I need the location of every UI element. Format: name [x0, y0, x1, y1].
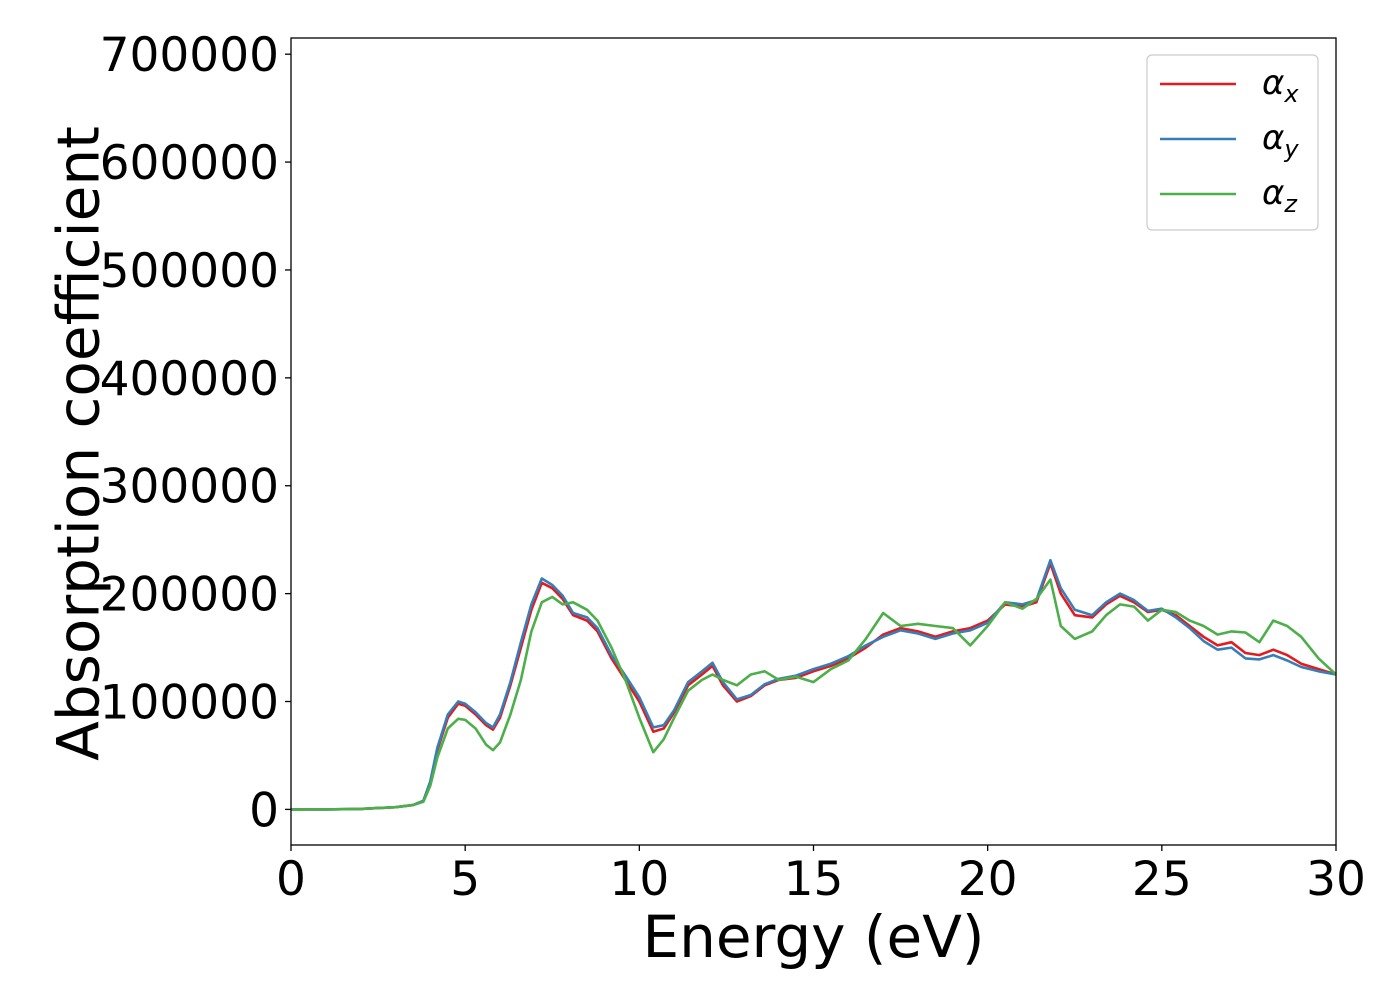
legend-box [1146, 54, 1319, 231]
y-axis-ticks: 0 100000 200000 300000 400000 500000 600000 700… [100, 28, 291, 838]
legend-label-main: α [1262, 63, 1284, 103]
x-tick-label: 15 [784, 852, 844, 907]
x-tick-label: 30 [1306, 852, 1366, 907]
x-tick-label: 10 [609, 852, 669, 907]
legend-label-subscript: y [1283, 135, 1299, 163]
y-tick-label: 0 [249, 783, 279, 838]
series-line-x [291, 562, 1337, 811]
series-line-y [291, 558, 1337, 811]
y-axis-title: Absorption coefficient [44, 126, 112, 761]
legend-label-z: αz [1262, 173, 1298, 218]
x-axis-ticks: 0 5 10 15 20 25 30 [276, 845, 1366, 907]
x-tick-label: 25 [1132, 852, 1192, 907]
y-tick-label: 300000 [100, 460, 279, 515]
series-line-z [291, 578, 1337, 811]
legend-label-y: αy [1262, 118, 1299, 163]
x-tick-label: 5 [450, 852, 480, 907]
y-tick-label: 500000 [100, 244, 279, 299]
legend-label-x: αx [1262, 63, 1299, 108]
legend-label-main: α [1262, 173, 1284, 213]
y-tick-label: 700000 [100, 28, 279, 83]
x-tick-label: 20 [958, 852, 1018, 907]
legend-label-subscript: z [1283, 190, 1298, 218]
x-axis-title: Energy (eV) [642, 903, 984, 971]
series-layer [291, 558, 1337, 811]
legend-label-main: α [1262, 118, 1284, 158]
y-tick-label: 600000 [100, 136, 279, 191]
legend-label-subscript: x [1283, 80, 1299, 108]
y-tick-label: 400000 [100, 352, 279, 407]
y-tick-label: 200000 [100, 568, 279, 623]
x-tick-label: 0 [276, 852, 306, 907]
y-tick-label: 100000 [100, 676, 279, 731]
